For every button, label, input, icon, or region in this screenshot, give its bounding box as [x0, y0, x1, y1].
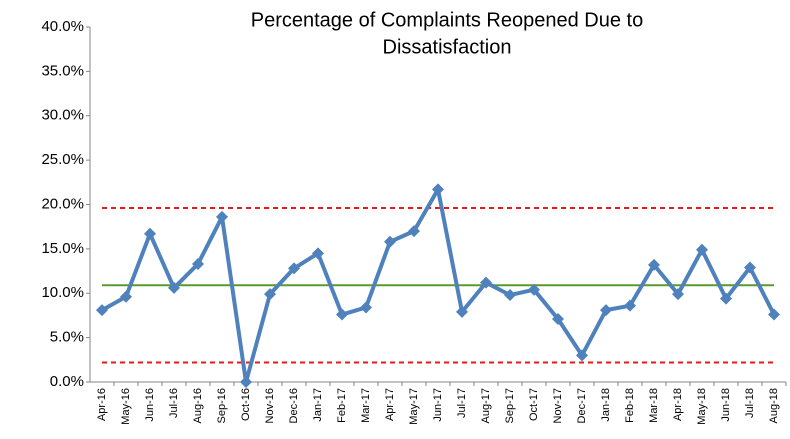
data-marker: [144, 227, 156, 240]
y-tick-label: 40.0%: [41, 18, 84, 35]
x-tick-label: Jun-18: [720, 388, 732, 422]
x-tick-label: Feb-17: [336, 388, 348, 423]
x-tick-label: May-16: [120, 388, 132, 425]
data-marker: [360, 301, 372, 314]
x-tick-label: Mar-18: [648, 388, 660, 423]
data-marker: [216, 210, 228, 223]
data-marker: [504, 289, 516, 302]
x-tick-label: Oct-17: [528, 388, 540, 421]
data-marker: [120, 290, 132, 303]
data-marker: [408, 225, 420, 238]
x-tick-label: Apr-17: [384, 388, 396, 421]
x-tick-label: Aug-18: [768, 388, 780, 423]
x-tick-label: Mar-17: [360, 388, 372, 423]
x-tick-label: Apr-16: [96, 388, 108, 421]
x-tick-label: Aug-17: [480, 388, 492, 423]
data-marker: [528, 283, 540, 296]
data-marker: [192, 257, 204, 270]
data-marker: [264, 288, 276, 301]
y-tick-label: 10.0%: [41, 284, 84, 301]
data-marker: [672, 288, 684, 301]
x-tick-label: Jun-17: [432, 388, 444, 422]
y-tick-label: 30.0%: [41, 107, 84, 124]
x-tick-label: May-17: [408, 388, 420, 425]
x-tick-label: Nov-17: [552, 388, 564, 423]
x-tick-label: Nov-16: [264, 388, 276, 423]
x-tick-label: Jul-16: [168, 388, 180, 418]
x-tick-label: Oct-16: [240, 388, 252, 421]
x-tick-label: Dec-17: [576, 388, 588, 423]
chart-title: Dissatisfaction: [383, 36, 512, 58]
x-tick-label: Sep-16: [216, 388, 228, 423]
data-marker: [624, 299, 636, 312]
data-marker: [648, 258, 660, 271]
data-marker: [168, 281, 180, 294]
x-tick-label: Jan-18: [600, 388, 612, 422]
x-tick-label: Dec-16: [288, 388, 300, 423]
data-marker: [768, 308, 780, 321]
data-marker: [432, 183, 444, 196]
x-tick-label: Feb-18: [624, 388, 636, 423]
x-tick-label: Sep-17: [504, 388, 516, 423]
x-tick-label: May-18: [696, 388, 708, 425]
y-tick-label: 35.0%: [41, 62, 84, 79]
y-tick-label: 20.0%: [41, 195, 84, 212]
data-marker: [456, 305, 468, 318]
data-marker: [384, 235, 396, 248]
data-marker: [312, 247, 324, 260]
y-tick-label: 15.0%: [41, 240, 84, 257]
y-tick-label: 5.0%: [50, 329, 84, 346]
x-tick-label: Apr-18: [672, 388, 684, 421]
x-tick-label: Jan-17: [312, 388, 324, 422]
x-tick-label: Jul-18: [744, 388, 756, 418]
data-marker: [336, 308, 348, 321]
y-tick-label: 25.0%: [41, 151, 84, 168]
x-tick-label: Aug-16: [192, 388, 204, 423]
data-marker: [96, 304, 108, 317]
data-marker: [240, 376, 252, 388]
data-marker: [696, 243, 708, 256]
x-tick-label: Jul-17: [456, 388, 468, 418]
data-marker: [552, 312, 564, 325]
data-marker: [744, 261, 756, 274]
data-marker: [288, 262, 300, 275]
x-tick-label: Jun-16: [144, 388, 156, 422]
data-marker: [480, 276, 492, 289]
y-tick-label: 0.0%: [50, 373, 84, 390]
chart-title: Percentage of Complaints Reopened Due to: [251, 9, 643, 31]
data-marker: [600, 304, 612, 317]
data-marker: [720, 292, 732, 305]
data-marker: [576, 349, 588, 362]
